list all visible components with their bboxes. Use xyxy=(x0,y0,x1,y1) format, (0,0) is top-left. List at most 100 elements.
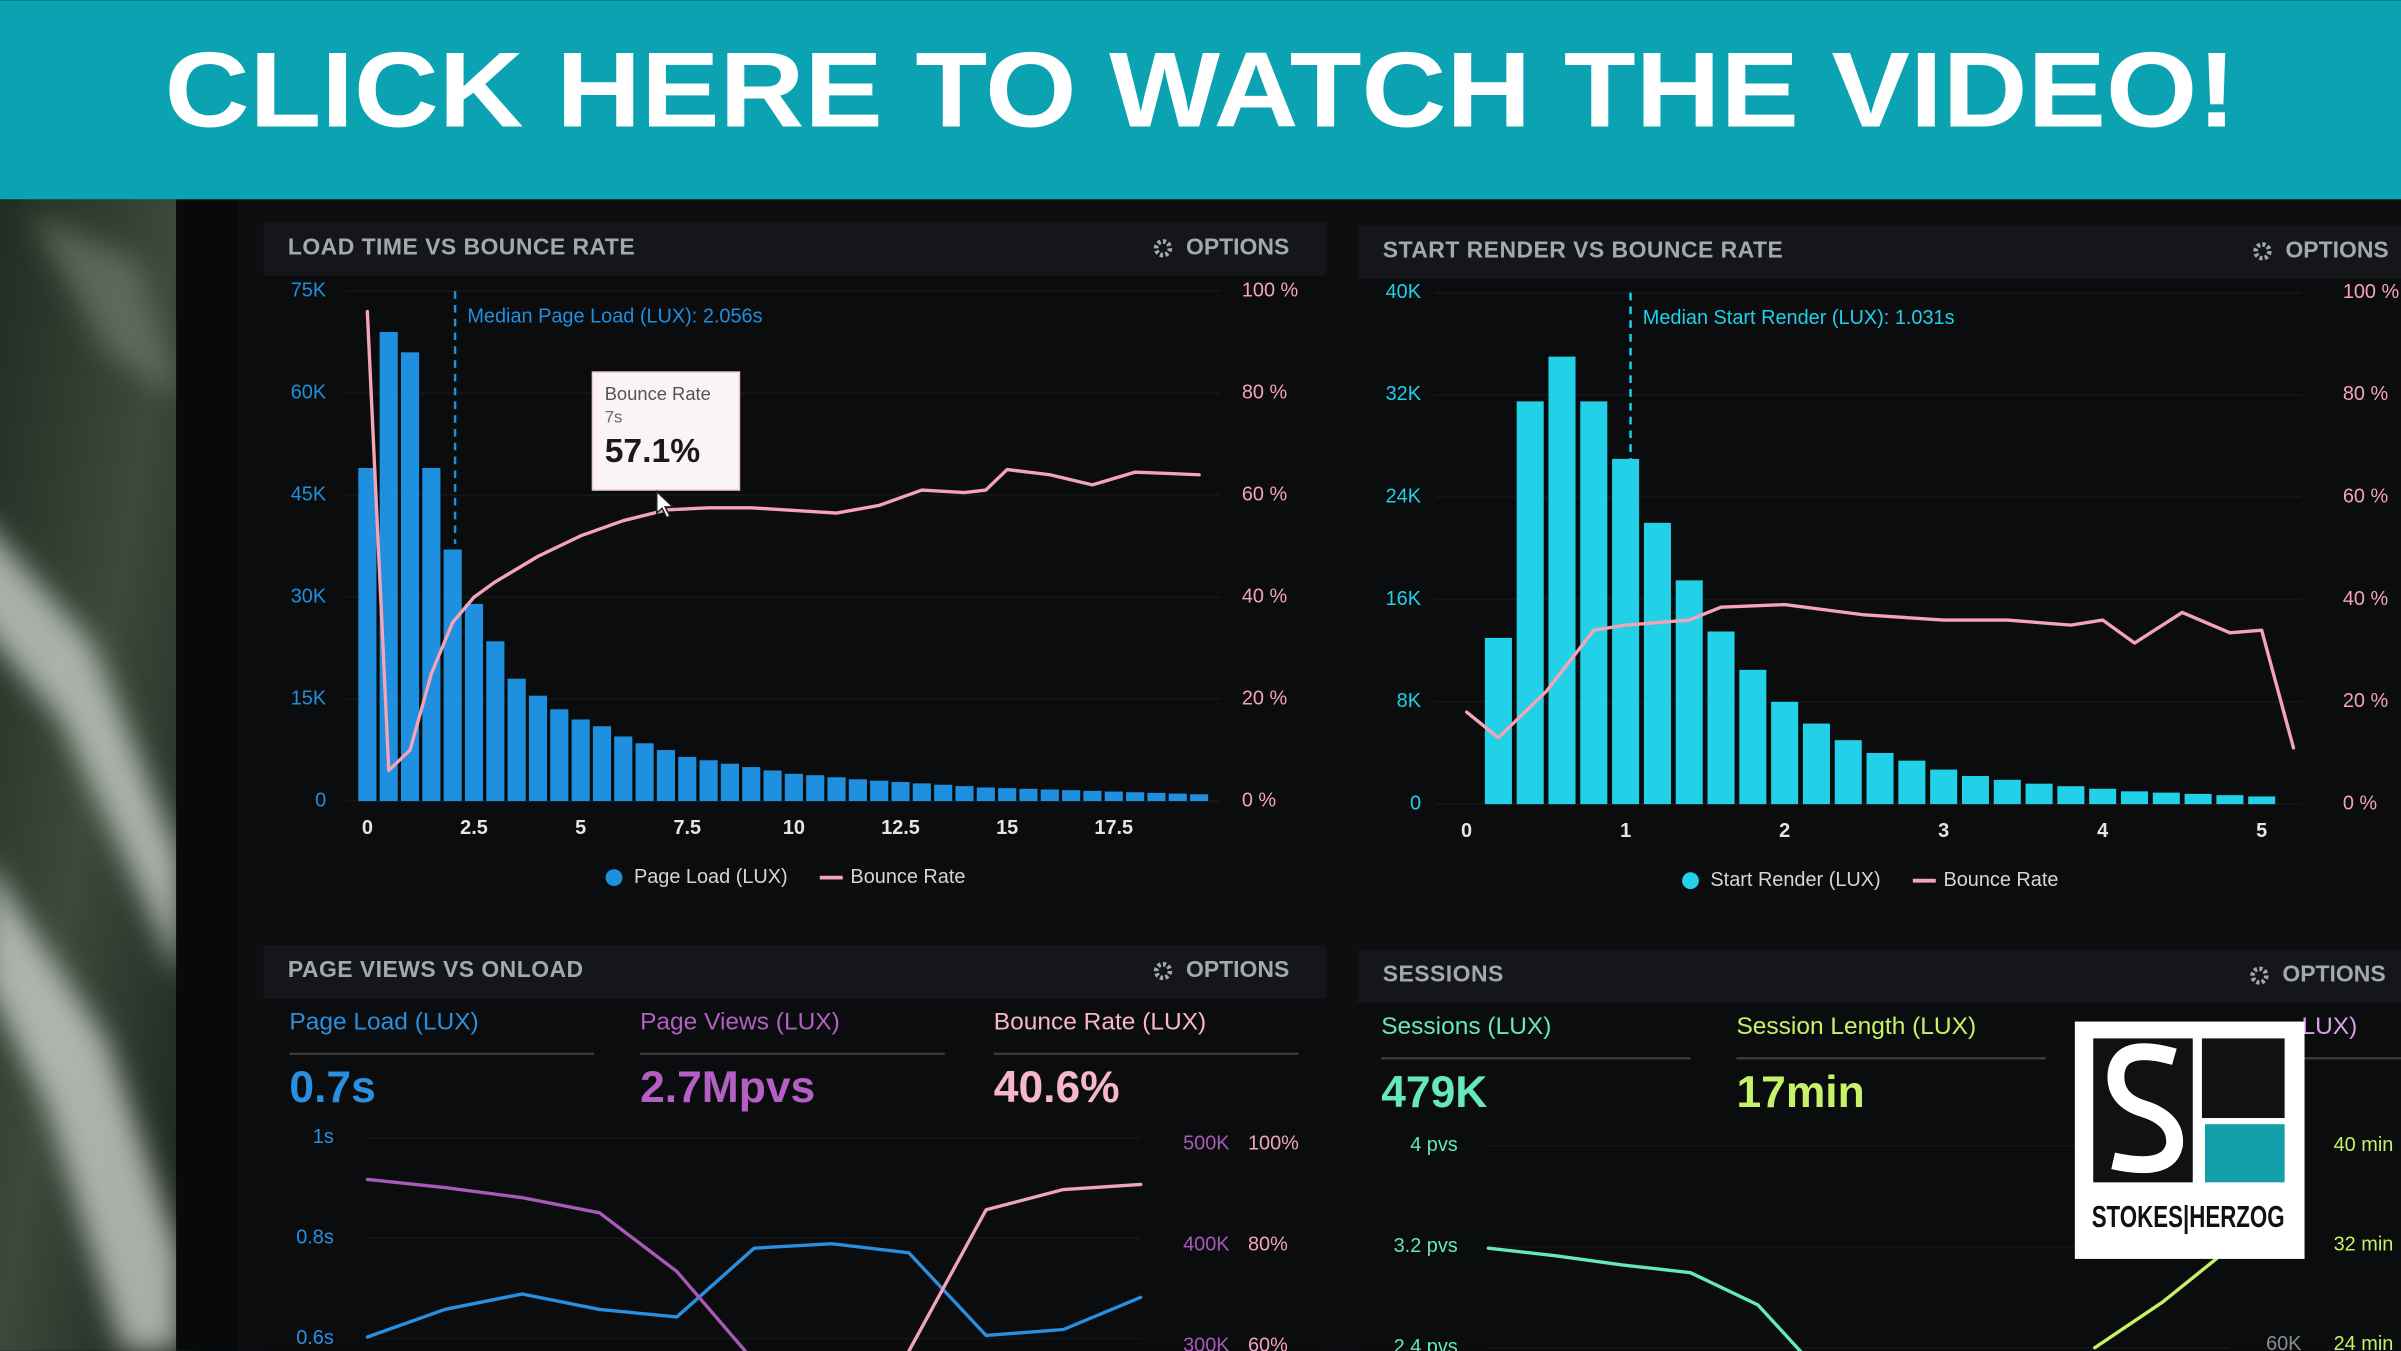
legend-label: Start Render (LUX) xyxy=(1710,869,1880,891)
bar xyxy=(571,719,590,802)
x-tick-label: 4 xyxy=(2097,820,2108,842)
bar xyxy=(1168,793,1187,802)
banner[interactable]: CLICK HERE TO WATCH THE VIDEO! xyxy=(0,0,2401,200)
y-tick-label: 15K xyxy=(291,687,327,709)
options-button[interactable]: OPTIONS xyxy=(2285,236,2388,262)
tooltip-value: 57.1% xyxy=(605,433,701,470)
bar xyxy=(699,760,718,802)
median-label: Median Page Load (LUX): 2.056s xyxy=(467,305,762,327)
kpi-label: LUX) xyxy=(2301,1013,2357,1040)
y-tick-label: 32K xyxy=(1386,383,1422,405)
kpi-label: Session Length (LUX) xyxy=(1736,1013,1976,1040)
options-button[interactable]: OPTIONS xyxy=(2282,961,2385,987)
legend-label: Bounce Rate xyxy=(1943,869,2058,891)
bar xyxy=(1147,792,1166,802)
leaf xyxy=(30,214,181,399)
leaf xyxy=(0,539,181,981)
y-tick-label: 3.2 pvs xyxy=(1394,1235,1458,1257)
bar xyxy=(998,788,1017,802)
x-tick-label: 3 xyxy=(1938,820,1949,842)
gear-icon[interactable] xyxy=(1153,961,1173,981)
x-tick-label: 12.5 xyxy=(881,817,920,839)
bar xyxy=(1548,356,1576,805)
x-tick-label: 10 xyxy=(783,817,805,839)
bar xyxy=(955,786,974,802)
line xyxy=(2093,1246,2232,1350)
bar xyxy=(2216,795,2244,805)
panel-header xyxy=(263,222,1327,276)
bar xyxy=(1643,522,1671,805)
bar xyxy=(1126,792,1145,802)
y3-tick-label: 80% xyxy=(1248,1233,1288,1255)
kpi-label: Page Load (LUX) xyxy=(289,1009,478,1036)
y2-tick-label: 0 % xyxy=(1242,789,1276,811)
options-button[interactable]: OPTIONS xyxy=(1186,233,1289,259)
bar xyxy=(2184,793,2212,805)
kpi-value: 0.7s xyxy=(289,1063,375,1112)
bar xyxy=(464,603,484,802)
panel-body xyxy=(263,275,1327,935)
bar xyxy=(2057,786,2085,805)
bar xyxy=(358,467,377,802)
y-tick-label: 0 xyxy=(315,789,326,811)
logo-text: STOKES|HERZOG xyxy=(2092,1200,2285,1234)
bar xyxy=(1190,794,1209,802)
y2-tick-label: 24 min xyxy=(2334,1333,2394,1351)
line xyxy=(365,1242,1143,1339)
bar xyxy=(1484,637,1512,805)
bar xyxy=(1019,788,1038,802)
legend-label: Page Load (LUX) xyxy=(634,866,788,888)
panel-body xyxy=(263,998,1327,1351)
y-tick-label: 40K xyxy=(1386,281,1422,303)
bar xyxy=(1961,775,1989,805)
banner-text[interactable]: CLICK HERE TO WATCH THE VIDEO! xyxy=(165,30,2237,150)
x-tick-label: 2 xyxy=(1779,820,1790,842)
legend-swatch xyxy=(605,869,623,887)
y-tick-label: 60K xyxy=(291,381,327,403)
y2-tick-label: 40 % xyxy=(2343,588,2388,610)
gear-icon[interactable] xyxy=(2250,966,2269,985)
panel-header xyxy=(1358,949,2401,1004)
bar xyxy=(763,770,782,802)
x-tick-label: 5 xyxy=(2256,820,2267,842)
gear-icon[interactable] xyxy=(1153,239,1173,258)
logo-teal-block xyxy=(2205,1124,2285,1183)
bar xyxy=(1580,401,1608,805)
y-tick-label: 0 xyxy=(1410,792,1421,814)
gear-icon[interactable] xyxy=(2253,242,2272,261)
cursor xyxy=(655,489,675,519)
bar xyxy=(827,777,846,802)
y-tick-label: 0.6s xyxy=(296,1327,334,1349)
banner-background[interactable] xyxy=(0,0,2401,200)
y-tick-label: 8K xyxy=(1397,690,1422,712)
bar xyxy=(443,549,462,802)
background xyxy=(0,199,2401,1351)
bar xyxy=(1675,580,1703,805)
tooltip-x-label: 7s xyxy=(605,407,623,426)
bar xyxy=(2089,788,2117,805)
x-tick-label: 5 xyxy=(575,817,586,839)
bar xyxy=(1930,769,1958,805)
panel-title: LOAD TIME VS BOUNCE RATE xyxy=(288,233,635,259)
line xyxy=(1486,1246,1803,1351)
legend-swatch xyxy=(1682,872,1699,890)
y-tick-label: 0.8s xyxy=(296,1226,334,1248)
y3-tick-label: 60% xyxy=(1248,1334,1288,1351)
logo: STOKES|HERZOG xyxy=(2074,1021,2305,1259)
bar xyxy=(1802,723,1830,805)
options-button[interactable]: OPTIONS xyxy=(1186,956,1289,982)
y-tick-label: 2.4 pvs xyxy=(1394,1336,1458,1351)
bar xyxy=(1707,631,1735,805)
bar xyxy=(614,736,633,802)
x-tick-label: 15 xyxy=(996,817,1018,839)
bar xyxy=(1834,740,1862,805)
panel-title: PAGE VIEWS VS ONLOAD xyxy=(288,956,584,982)
x-tick-label: 7.5 xyxy=(673,817,701,839)
y2-tick-label: 80 % xyxy=(1242,381,1287,403)
logo-s xyxy=(2107,1043,2183,1174)
x-tick-label: 1 xyxy=(1620,820,1631,842)
y2-tick-label: 40 min xyxy=(2334,1134,2394,1156)
dashboard-content: LOAD TIME VS BOUNCE RATE OPTIONS015K30K45… xyxy=(263,222,2401,1351)
kpi-value: 17min xyxy=(1736,1068,1864,1117)
